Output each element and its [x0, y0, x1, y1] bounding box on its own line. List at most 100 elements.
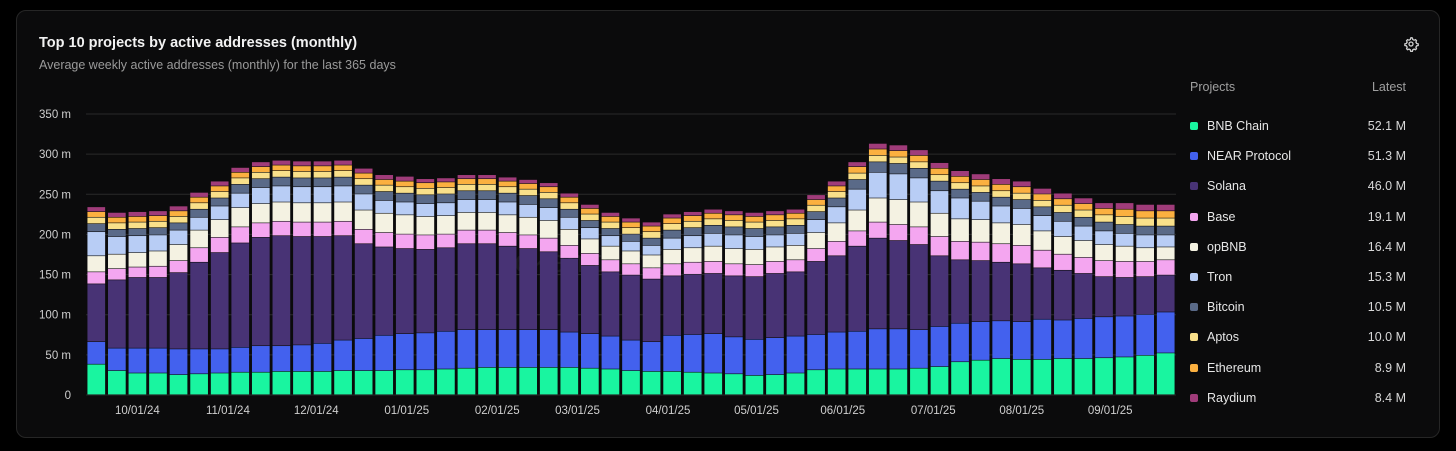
stacked-bar[interactable]: [581, 204, 599, 395]
stacked-bar[interactable]: [108, 212, 126, 395]
bar-segment-ethereum: [992, 184, 1011, 191]
stacked-bar[interactable]: [1095, 203, 1113, 395]
bar-segment-base: [724, 264, 743, 276]
bar-segment-bitcoin: [272, 177, 291, 186]
bar-segment-bnb-chain: [642, 371, 661, 395]
bar-segment-ethereum: [313, 166, 332, 172]
legend-item-bitcoin[interactable]: Bitcoin 10.5 M: [1190, 292, 1406, 322]
stacked-bar[interactable]: [293, 161, 311, 395]
bar-segment-bnb-chain: [210, 373, 229, 395]
stacked-bar[interactable]: [560, 193, 579, 395]
stacked-bar[interactable]: [478, 175, 496, 395]
legend-item-solana[interactable]: Solana 46.0 M: [1190, 171, 1406, 201]
stacked-bar[interactable]: [272, 160, 291, 395]
stacked-bar[interactable]: [498, 177, 517, 395]
bar-segment-aptos: [313, 171, 332, 178]
stacked-bar[interactable]: [354, 168, 373, 395]
legend-name: Aptos: [1207, 330, 1239, 345]
stacked-bar[interactable]: [827, 181, 846, 395]
bar-segment-near-protocol: [724, 337, 743, 374]
bar-segment-aptos: [1156, 218, 1175, 226]
stacked-bar[interactable]: [601, 212, 620, 395]
legend-name: Tron: [1207, 270, 1233, 285]
stacked-bar[interactable]: [231, 167, 250, 395]
y-tick-label: 0: [65, 390, 71, 402]
legend-item-opbnb[interactable]: opBNB 16.4 M: [1190, 232, 1406, 262]
stacked-bar[interactable]: [1156, 204, 1175, 395]
bar-segment-near-protocol: [1095, 317, 1113, 358]
stacked-bar[interactable]: [251, 162, 270, 395]
stacked-bar[interactable]: [334, 160, 352, 395]
bar-segment-aptos: [190, 203, 208, 209]
bar-segment-bitcoin: [457, 191, 476, 200]
stacked-bar[interactable]: [1054, 193, 1072, 395]
legend-item-raydium[interactable]: Raydium 8.4 M: [1190, 383, 1406, 413]
stacked-bar[interactable]: [395, 176, 414, 395]
bar-segment-bnb-chain: [251, 372, 270, 395]
stacked-bar[interactable]: [210, 181, 229, 395]
legend-item-aptos[interactable]: Aptos 10.0 M: [1190, 322, 1406, 352]
stacked-bar[interactable]: [930, 162, 949, 395]
stacked-bar[interactable]: [889, 145, 908, 395]
stacked-bar[interactable]: [416, 179, 435, 395]
bar-segment-base: [354, 229, 373, 244]
bar-segment-bitcoin: [1136, 226, 1154, 235]
stacked-bar[interactable]: [642, 222, 661, 395]
gear-icon[interactable]: [1403, 36, 1419, 52]
stacked-bar[interactable]: [375, 175, 394, 395]
stacked-bar[interactable]: [704, 209, 723, 395]
bar-segment-ethereum: [1012, 187, 1031, 193]
stacked-bar[interactable]: [683, 211, 702, 395]
stacked-bar[interactable]: [169, 206, 188, 395]
stacked-bar[interactable]: [1115, 203, 1134, 395]
legend-item-near-protocol[interactable]: NEAR Protocol 51.3 M: [1190, 141, 1406, 171]
stacked-bar[interactable]: [786, 209, 805, 395]
stacked-bar[interactable]: [539, 183, 558, 395]
stacked-bar[interactable]: [87, 207, 106, 395]
stacked-bar[interactable]: [971, 174, 990, 395]
stacked-bar[interactable]: [149, 211, 167, 395]
stacked-bar[interactable]: [457, 175, 476, 395]
bar-segment-aptos: [745, 222, 764, 229]
stacked-bar[interactable]: [724, 211, 743, 395]
stacked-bar[interactable]: [992, 179, 1011, 395]
legend-item-bnb-chain[interactable]: BNB Chain 52.1 M: [1190, 111, 1406, 141]
stacked-bar[interactable]: [745, 212, 764, 395]
x-axis-ticks: 10/01/24 11/01/24 12/01/24 01/01/25 02/01/25…: [115, 405, 1133, 417]
bar-segment-base: [807, 248, 825, 262]
stacked-bar[interactable]: [1136, 204, 1154, 395]
stacked-bar[interactable]: [1074, 198, 1093, 395]
bar-segment-bnb-chain: [334, 370, 352, 395]
bar-segment-bitcoin: [293, 178, 311, 187]
bar-segment-ethereum: [293, 166, 311, 172]
stacked-bar[interactable]: [910, 150, 928, 395]
legend-item-base[interactable]: Base 19.1 M: [1190, 202, 1406, 232]
bar-segment-tron: [951, 198, 969, 219]
bar-segment-near-protocol: [334, 340, 352, 371]
bar-segment-near-protocol: [827, 332, 846, 369]
bar-segment-aptos: [683, 221, 702, 228]
bar-segment-tron: [375, 200, 394, 213]
stacked-bar[interactable]: [1012, 181, 1031, 395]
stacked-bar[interactable]: [848, 162, 867, 395]
stacked-bar[interactable]: [766, 211, 784, 395]
stacked-bar[interactable]: [663, 214, 681, 395]
bar-segment-solana: [149, 277, 167, 348]
stacked-bar[interactable]: [437, 178, 455, 395]
stacked-bar[interactable]: [519, 179, 538, 395]
bar-segment-aptos: [519, 189, 538, 196]
bar-segment-solana: [313, 236, 332, 344]
legend-item-ethereum[interactable]: Ethereum 8.9 M: [1190, 353, 1406, 383]
stacked-bar[interactable]: [807, 195, 825, 395]
legend-item-tron[interactable]: Tron 15.3 M: [1190, 262, 1406, 292]
stacked-bar[interactable]: [128, 211, 147, 395]
stacked-bar[interactable]: [868, 143, 887, 395]
stacked-bar[interactable]: [951, 171, 969, 395]
bar-segment-opbnb: [1012, 224, 1031, 246]
bar-segment-raydium: [437, 178, 455, 182]
stacked-bar[interactable]: [190, 192, 208, 395]
stacked-bar[interactable]: [1033, 188, 1052, 395]
bar-segment-near-protocol: [293, 345, 311, 372]
stacked-bar[interactable]: [313, 161, 332, 395]
stacked-bar[interactable]: [622, 218, 640, 395]
